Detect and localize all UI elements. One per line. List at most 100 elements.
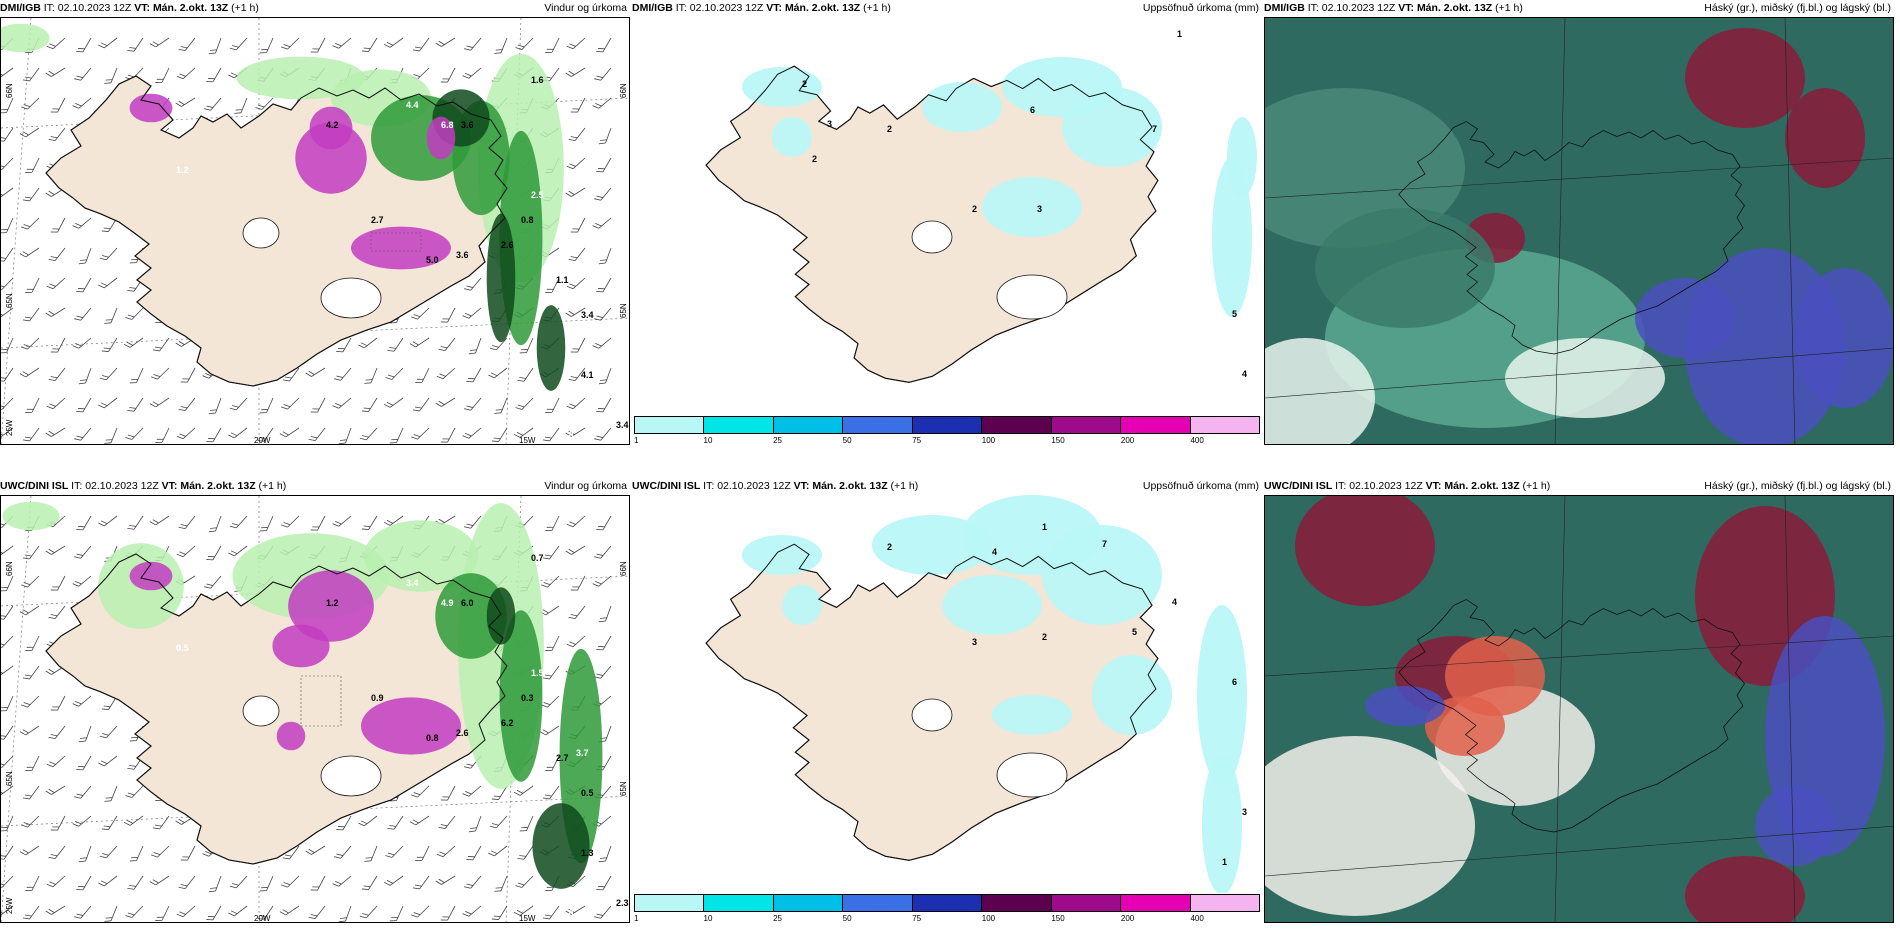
lon-15-label: 15W xyxy=(519,436,536,445)
wind-barb xyxy=(539,725,560,736)
colorbar-swatch xyxy=(1051,895,1122,911)
glacier xyxy=(242,695,280,727)
wind-barb xyxy=(387,815,404,830)
glacier xyxy=(320,277,382,319)
wind-barb xyxy=(598,367,612,385)
cloud-layer xyxy=(1295,496,1435,606)
precip-patch xyxy=(1227,117,1257,197)
graticule-line xyxy=(1,18,32,444)
wind-barb xyxy=(1,755,14,768)
wind-barb xyxy=(22,307,40,322)
wind-barb xyxy=(72,337,92,349)
accum-value-label: 1 xyxy=(1222,857,1227,867)
colorbar-swatch xyxy=(912,417,983,433)
wind-barb xyxy=(412,37,430,52)
wind-barb xyxy=(129,845,144,862)
wind-barb xyxy=(1,367,14,382)
wind-barb xyxy=(1,545,14,556)
wind-barb xyxy=(568,247,586,262)
wind-barb xyxy=(259,875,274,892)
wind-barb xyxy=(127,397,144,412)
wind-barb xyxy=(76,515,92,531)
wind-barb xyxy=(462,307,482,319)
colorbar-swatch xyxy=(773,895,844,911)
wind-barb xyxy=(1,665,14,676)
wind-barb xyxy=(72,97,92,109)
map-accum-precip: 1 2 4 7 5 3 4 2 6 3 1 xyxy=(632,495,1262,893)
wind-barb xyxy=(517,845,534,860)
lat-66-label: 66N xyxy=(5,561,14,576)
vt-value: Mán. 2.okt. 13Z xyxy=(152,2,229,14)
accum-value-label: 2 xyxy=(972,204,977,214)
wind-barb xyxy=(155,905,170,921)
wind-barb xyxy=(1,605,14,620)
precip-value-label: 0.3 xyxy=(521,693,534,703)
wind-barb xyxy=(22,905,40,920)
cloud-layer xyxy=(1785,88,1865,188)
wind-barb xyxy=(208,875,222,893)
wind-barb xyxy=(598,247,612,265)
wind-barb xyxy=(545,755,560,771)
wind-barb xyxy=(125,427,144,440)
wind-barb xyxy=(494,397,508,414)
wind-barb xyxy=(178,515,196,530)
wind-barb xyxy=(25,755,40,771)
wind-barb xyxy=(74,545,92,559)
colorbar-swatch xyxy=(982,895,1052,911)
cloud-layer xyxy=(1365,686,1445,726)
wind-barb xyxy=(570,575,586,591)
precip-patch xyxy=(1062,87,1162,167)
precip-value-label: 0.8 xyxy=(426,733,439,743)
it-value: 02.10.2023 12Z xyxy=(1321,2,1396,14)
precip-patch xyxy=(1092,655,1172,735)
wind-barb xyxy=(76,277,92,293)
wind-barb xyxy=(127,37,144,52)
wind-precip-map-svg: 0.9 1.6 4.2 4.4 3.6 2.7 1.2 5.0 3.6 2.5 0.8 1.1 3.6 3… xyxy=(1,18,629,444)
lon-25-label: 25W xyxy=(5,897,14,914)
grid-line xyxy=(1554,18,1566,444)
wind-barb xyxy=(411,427,430,440)
colorbar-swatch xyxy=(1051,417,1122,433)
precip-area xyxy=(295,122,367,194)
wind-barb xyxy=(206,905,222,921)
vt-value: Mán. 2.okt. 13Z xyxy=(1444,480,1520,492)
wind-barb xyxy=(435,875,456,885)
wind-barb xyxy=(104,905,118,922)
wind-barb xyxy=(466,367,482,383)
wind-barb xyxy=(592,97,612,109)
wind-barb xyxy=(127,515,144,530)
wind-barb xyxy=(389,427,404,444)
wind-barb xyxy=(123,337,144,348)
wind-barb xyxy=(515,397,534,410)
precip-area xyxy=(272,624,330,668)
precip-area xyxy=(536,305,566,391)
wind-precip-map-svg: 0.6 0.7 1.2 3.4 6.0 0.9 0.5 0.8 2.6 1.5 0.3 2.7 3.7 0… xyxy=(1,496,629,922)
colorbar-label: 25 xyxy=(773,436,783,445)
graticule-line xyxy=(1,496,32,922)
precip-area xyxy=(351,226,451,270)
colorbar-label: 1 xyxy=(634,436,639,445)
wind-barb xyxy=(464,397,482,411)
panel-title: Háský (gr.), miðský (fj.bl.) og lágský (… xyxy=(1704,480,1891,492)
wind-barb xyxy=(78,725,92,743)
accum-value-label: 3 xyxy=(827,119,832,129)
wind-barb xyxy=(99,367,118,381)
wind-barb xyxy=(513,905,534,916)
wind-barb xyxy=(22,427,40,442)
wind-barb xyxy=(594,67,612,81)
colorbar-label: 50 xyxy=(842,436,852,445)
cloud-layer xyxy=(1265,736,1475,916)
precip-patch xyxy=(872,515,992,575)
accum-value-label: 2 xyxy=(887,542,892,552)
precip-patch xyxy=(1197,605,1247,785)
lon-15-label: 15W xyxy=(519,914,536,923)
wind-barb xyxy=(129,367,144,384)
wind-barb xyxy=(515,875,534,888)
wind-barb xyxy=(412,397,430,412)
wind-barb xyxy=(1,277,14,290)
accum-value-label: 6 xyxy=(1232,677,1237,687)
wind-barb xyxy=(206,67,222,83)
accum-value-label: 3 xyxy=(1037,204,1042,214)
wind-barb xyxy=(257,427,274,442)
wind-barb xyxy=(48,127,66,142)
